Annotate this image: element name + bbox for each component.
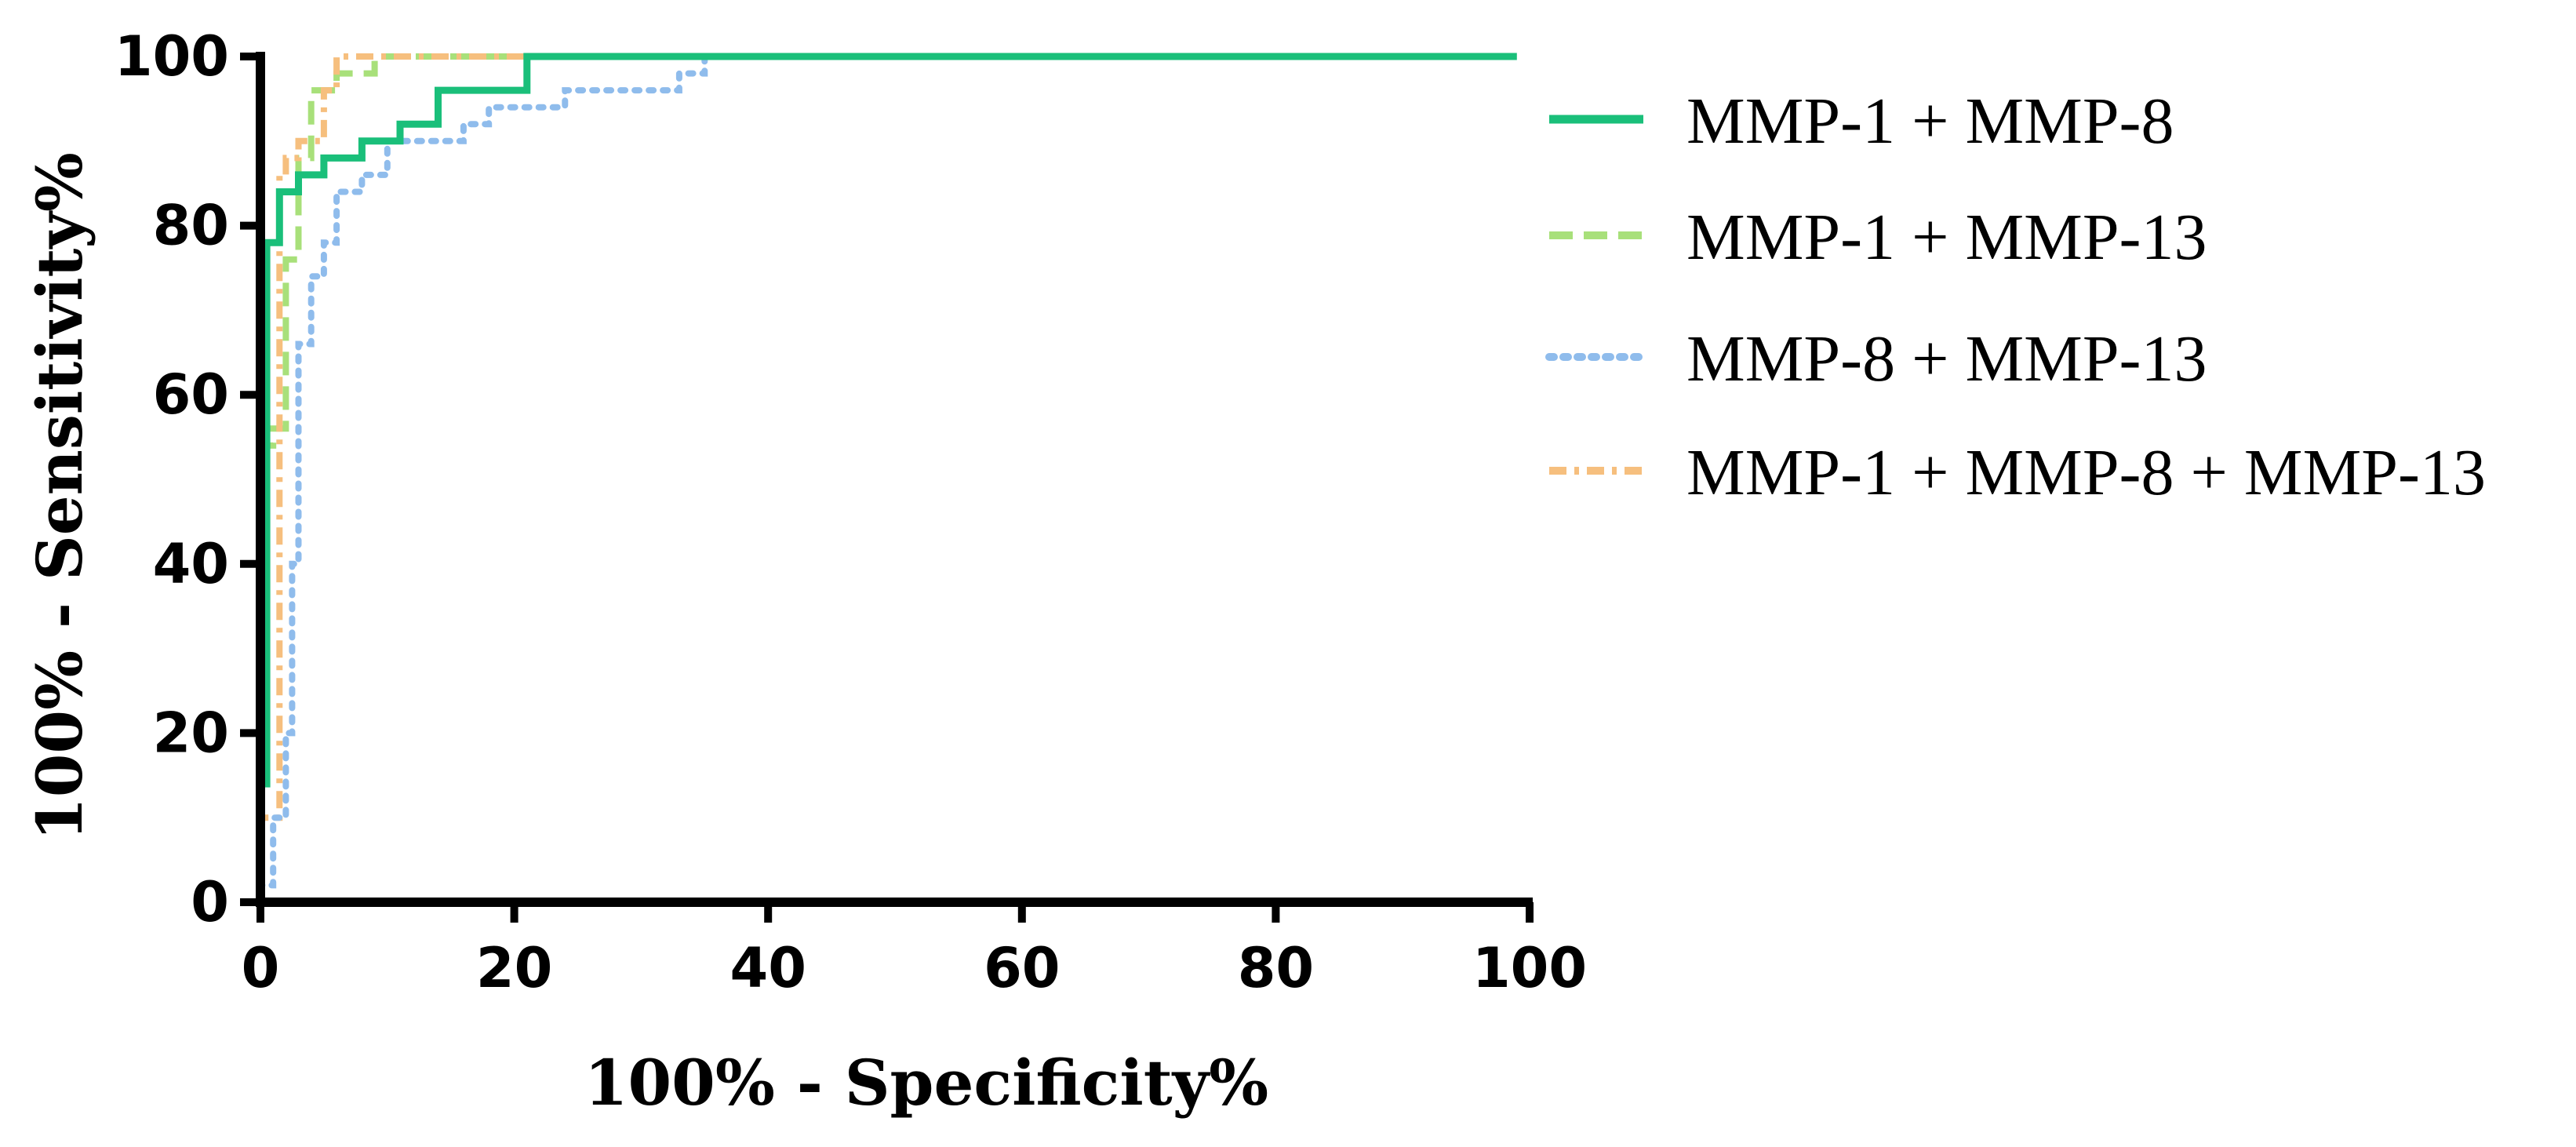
legend: MMP-1 + MMP-8 MMP-1 + MMP-13 MMP-8 + MMP-1…: [1545, 85, 2486, 509]
series-group: [257, 53, 1520, 905]
series-line-1: [257, 53, 1517, 902]
x-tick-label: 20: [476, 936, 552, 1000]
y-axis-label: 100% - Sensitivity%: [23, 152, 96, 841]
y-tick-label: 20: [153, 701, 229, 765]
y-tick-label: 40: [153, 532, 229, 596]
y-tick-label: 0: [191, 870, 229, 934]
legend-label-3: MMP-8 + MMP-13: [1686, 322, 2207, 395]
y-tick-label: 80: [153, 194, 229, 258]
y-tick-label: 100: [115, 24, 229, 89]
x-axis-label: 100% - Specificity%: [584, 1046, 1268, 1120]
y-tick-label: 60: [153, 362, 229, 427]
legend-label-2: MMP-1 + MMP-13: [1686, 201, 2207, 274]
x-tick-label: 80: [1238, 936, 1314, 1000]
axes-group: [256, 52, 1533, 907]
x-tick-label: 100: [1472, 936, 1587, 1000]
x-tick-label: 40: [730, 936, 806, 1000]
series-line-4: [257, 53, 1517, 902]
legend-label-4: MMP-1 + MMP-8 + MMP-13: [1686, 436, 2486, 509]
series-line-3: [257, 53, 1520, 905]
tick-group: 0 20 40 60 80 100 0 20 40 60 80 100: [115, 24, 1587, 1000]
series-line-2: [257, 53, 1517, 902]
x-tick-label: 60: [984, 936, 1060, 1000]
legend-label-1: MMP-1 + MMP-8: [1686, 85, 2174, 158]
x-tick-label: 0: [242, 936, 280, 1000]
